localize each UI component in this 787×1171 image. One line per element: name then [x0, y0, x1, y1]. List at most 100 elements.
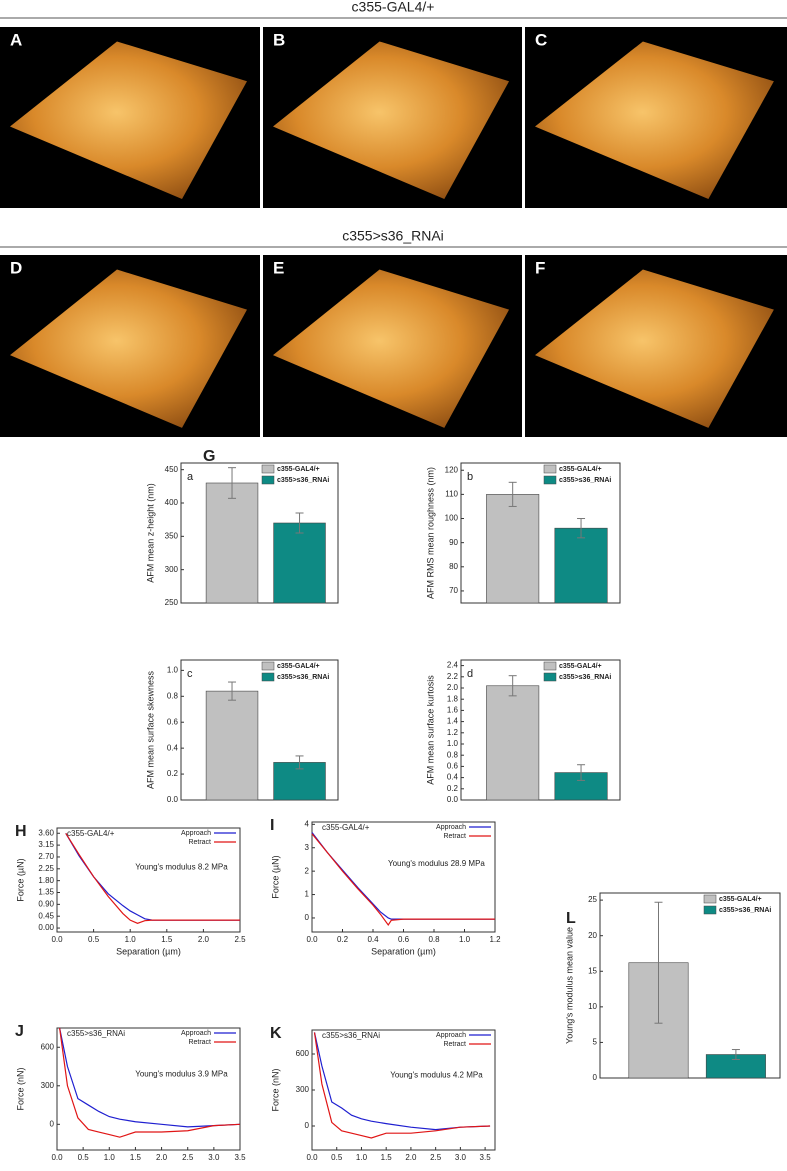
x-tick-label: 3.5 — [234, 1153, 246, 1162]
y-tick-label: 0.2 — [167, 769, 179, 778]
y-tick-label: 0.4 — [447, 773, 459, 782]
x-tick-label: 2.0 — [198, 935, 210, 944]
legend-swatch — [261, 475, 275, 485]
x-tick-label: 1.5 — [381, 1153, 393, 1162]
legend-label: Retract — [443, 1041, 466, 1048]
plot-frame — [311, 821, 496, 933]
x-tick-label: 2.5 — [430, 1153, 442, 1162]
plot-frame — [311, 1029, 496, 1151]
y-tick-label: 120 — [445, 465, 459, 474]
y-tick-label: 0 — [305, 913, 310, 922]
panel-label: C — [535, 30, 547, 49]
subpanel-label: c — [187, 668, 193, 680]
y-tick-label: 0 — [593, 1073, 598, 1082]
y-axis-label: Young's modulus mean value — [564, 927, 574, 1044]
x-tick-label: 0.2 — [337, 935, 349, 944]
x-tick-label: 2.5 — [234, 935, 246, 944]
force-curve — [65, 832, 240, 924]
y-tick-label: 1.35 — [38, 888, 54, 897]
heading: c355-GAL4/+ — [352, 0, 435, 15]
y-tick-label: 100 — [445, 514, 459, 523]
legend-swatch — [543, 475, 557, 485]
y-tick-label: 0.8 — [167, 691, 179, 700]
x-tick-label: 3.5 — [480, 1153, 492, 1162]
panel-label: E — [273, 258, 284, 277]
y-tick-label: 2.70 — [38, 852, 54, 861]
y-tick-label: 2.2 — [447, 672, 459, 681]
x-tick-label: 0.0 — [306, 1153, 318, 1162]
heading: c355>s36_RNAi — [342, 228, 444, 244]
x-tick-label: 0.0 — [51, 1153, 63, 1162]
y-tick-label: 1.80 — [38, 876, 54, 885]
y-tick-label: 0.0 — [447, 795, 459, 804]
y-tick-label: 1.2 — [447, 728, 459, 737]
x-tick-label: 2.5 — [182, 1153, 194, 1162]
afm-surface — [10, 269, 247, 428]
y-tick-label: 4 — [305, 819, 310, 828]
y-axis-label: Force (nN) — [270, 1068, 280, 1111]
y-axis-label: AFM mean z-height (nm) — [145, 483, 155, 583]
x-tick-label: 0.5 — [331, 1153, 343, 1162]
force-curve — [311, 833, 495, 927]
y-tick-label: 0.0 — [167, 795, 179, 804]
subpanel-label: d — [467, 668, 473, 680]
x-axis-label: Separation (µm) — [371, 946, 436, 956]
legend-label: Approach — [436, 824, 466, 831]
y-tick-label: 0.6 — [167, 717, 179, 726]
panel-label: D — [10, 258, 22, 277]
legend-label: Approach — [436, 1032, 466, 1039]
x-tick-label: 0.0 — [306, 935, 318, 944]
panel-label: I — [270, 817, 274, 834]
afm-surface — [535, 41, 774, 199]
plot-frame — [599, 892, 781, 1079]
y-tick-label: 10 — [588, 1002, 597, 1011]
legend-swatch — [543, 672, 557, 682]
y-tick-label: 400 — [165, 498, 179, 507]
plot-frame — [180, 462, 339, 604]
x-tick-label: 1.2 — [489, 935, 501, 944]
x-tick-label: 1.5 — [130, 1153, 142, 1162]
afm-surface — [273, 269, 510, 428]
force-curve — [311, 832, 495, 920]
curve-label: c355-GAL4/+ — [322, 823, 370, 832]
y-tick-label: 25 — [588, 895, 597, 904]
y-tick-label: 450 — [165, 465, 179, 474]
legend-label: c355>s36_RNAi — [559, 477, 611, 484]
y-tick-label: 0.00 — [38, 923, 54, 932]
y-tick-label: 90 — [449, 538, 458, 547]
legend-swatch — [261, 464, 275, 474]
x-tick-label: 0.0 — [51, 935, 63, 944]
y-tick-label: 0.6 — [447, 762, 459, 771]
legend-label: c355-GAL4/+ — [277, 466, 320, 473]
legend-label: Retract — [188, 839, 211, 846]
y-tick-label: 80 — [449, 562, 458, 571]
y-tick-label: 1.4 — [447, 717, 459, 726]
afm-surface — [273, 41, 510, 199]
y-axis-label: Force (µN) — [15, 858, 25, 901]
legend-label: Retract — [188, 1039, 211, 1046]
plot-frame — [56, 1027, 241, 1151]
afm-surface — [10, 41, 247, 199]
legend-label: c355-GAL4/+ — [559, 663, 602, 670]
x-tick-label: 1.5 — [161, 935, 173, 944]
y-tick-label: 2.0 — [447, 683, 459, 692]
plot-frame — [180, 659, 339, 801]
panel-label: K — [270, 1025, 282, 1042]
legend-swatch — [543, 661, 557, 671]
panel-label: L — [566, 910, 576, 927]
x-tick-label: 0.5 — [88, 935, 100, 944]
bar — [486, 685, 540, 801]
y-tick-label: 2.25 — [38, 864, 54, 873]
x-tick-label: 3.0 — [208, 1153, 220, 1162]
legend-label: Approach — [181, 830, 211, 837]
legend-label: c355>s36_RNAi — [277, 477, 329, 484]
force-curve — [59, 1027, 241, 1138]
x-tick-label: 0.6 — [398, 935, 410, 944]
y-tick-label: 0.4 — [167, 743, 179, 752]
panel-label: J — [15, 1023, 24, 1040]
y-tick-label: 0.90 — [38, 899, 54, 908]
panel-label: G — [203, 448, 215, 465]
y-tick-label: 300 — [165, 565, 179, 574]
legend-label: c355>s36_RNAi — [719, 907, 771, 914]
